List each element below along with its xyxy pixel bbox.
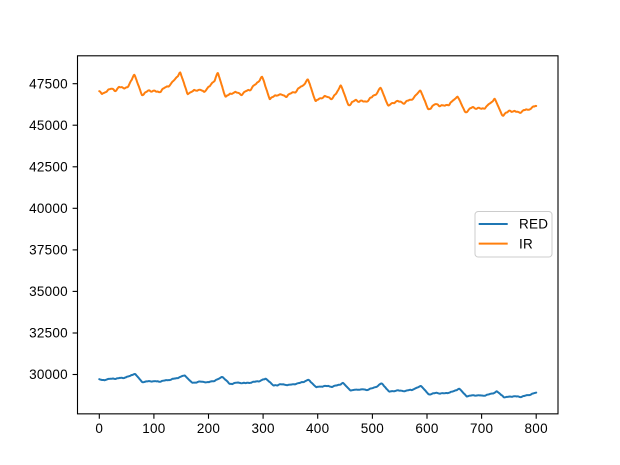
svg-text:35000: 35000 [29, 284, 68, 299]
svg-text:800: 800 [525, 421, 548, 436]
svg-text:40000: 40000 [29, 201, 68, 216]
svg-text:300: 300 [251, 421, 274, 436]
svg-text:0: 0 [95, 421, 103, 436]
svg-text:37500: 37500 [29, 243, 68, 258]
svg-text:200: 200 [197, 421, 220, 436]
svg-text:32500: 32500 [29, 326, 68, 341]
svg-text:IR: IR [519, 236, 533, 251]
svg-text:600: 600 [415, 421, 438, 436]
svg-text:400: 400 [306, 421, 329, 436]
svg-text:500: 500 [361, 421, 384, 436]
svg-text:RED: RED [519, 217, 548, 232]
svg-text:45000: 45000 [29, 118, 68, 133]
svg-text:100: 100 [142, 421, 165, 436]
svg-text:42500: 42500 [29, 160, 68, 175]
svg-text:700: 700 [470, 421, 493, 436]
svg-text:30000: 30000 [29, 367, 68, 382]
svg-text:47500: 47500 [29, 76, 68, 91]
